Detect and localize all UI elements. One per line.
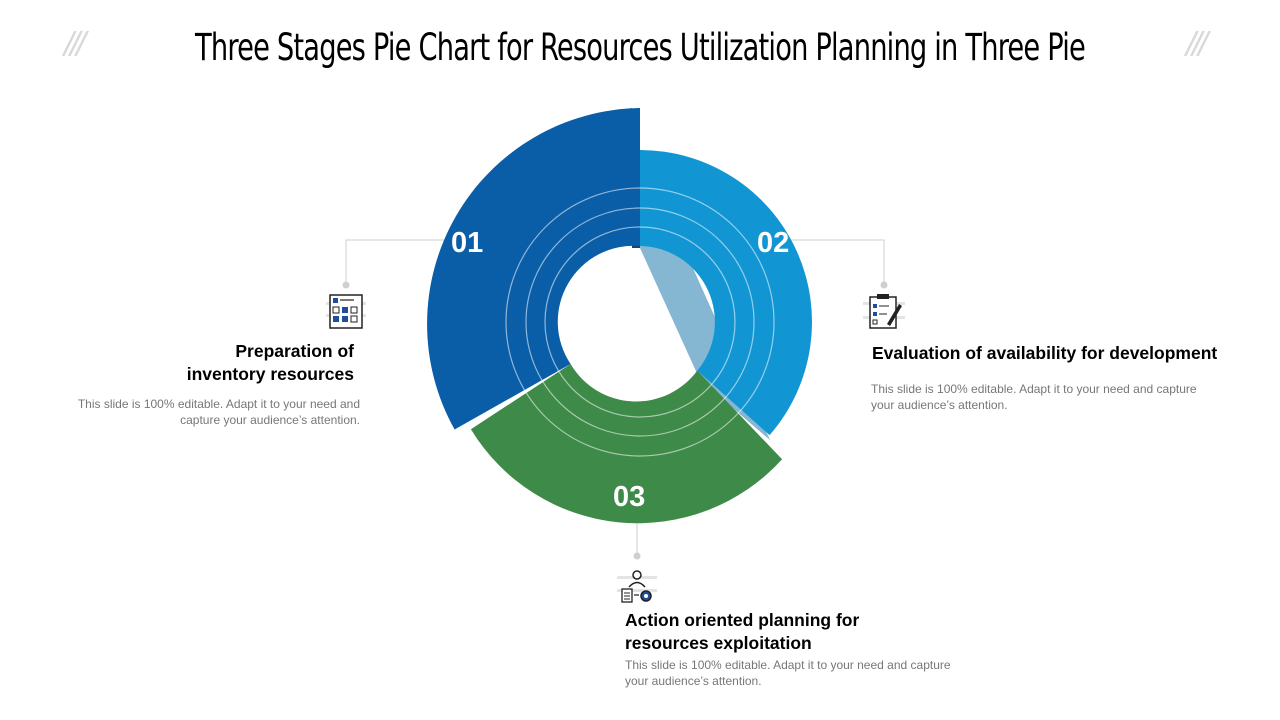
segment-number-03: 03 [613, 481, 646, 513]
segment-number-01: 01 [451, 227, 484, 259]
segment-03-description: This slide is 100% editable. Adapt it to… [625, 658, 951, 688]
connector-lines [345, 239, 885, 555]
connector-dot-02 [880, 281, 888, 289]
person-gear-planning-icon [617, 570, 657, 603]
segment-02-description: This slide is 100% editable. Adapt it to… [871, 382, 1197, 412]
segment-01-heading: Preparation of inventory resources [186, 341, 354, 384]
segment-number-02: 02 [757, 227, 790, 259]
decor-slashes-right: /// [1186, 26, 1208, 61]
connector-01 [345, 239, 455, 284]
pie-segment-01 [427, 108, 640, 430]
pie-segment-03 [470, 364, 783, 524]
inner-guide-rings [505, 187, 775, 457]
segment-03-heading: Action oriented planning for resources e… [625, 610, 860, 653]
segment-02-heading: Evaluation of availability for developme… [872, 343, 1218, 363]
inventory-checklist-icon [326, 294, 366, 329]
connector-02 [790, 239, 885, 284]
pie-segment-02 [640, 150, 813, 436]
connector-dot-01 [342, 281, 350, 289]
connector-dot-03 [633, 552, 641, 560]
decor-slashes-left: /// [64, 26, 86, 61]
segment-01-description: This slide is 100% editable. Adapt it to… [77, 397, 360, 427]
clipboard-pen-icon [863, 294, 905, 329]
slide-title: Three Stages Pie Chart for Resources Uti… [195, 26, 1086, 69]
